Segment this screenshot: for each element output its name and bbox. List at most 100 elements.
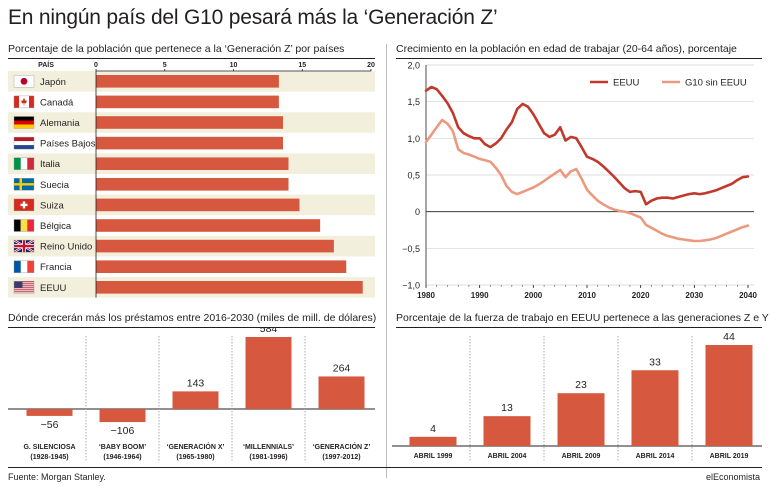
y-tick-label: 1,5 (407, 97, 420, 107)
bar-2 (557, 393, 605, 446)
bar-5 (96, 178, 289, 191)
category-label: ‘GENERACIÓN X’ (167, 442, 225, 451)
loans-chart-title: Dónde crecerán más los préstamos entre 2… (8, 312, 377, 324)
legend-label: EEUU (613, 78, 640, 89)
country-label: Japón (40, 77, 66, 88)
country-label: Países Bajos (40, 139, 96, 150)
period-label: (1928-1945) (30, 454, 68, 461)
italy-flag-icon (13, 157, 35, 170)
category-label: G. SILENCIOSA (23, 444, 75, 451)
bar-9 (96, 260, 347, 273)
bar-2 (96, 116, 283, 129)
y-tick-label: 0 (415, 207, 420, 217)
france-flag-icon (13, 260, 35, 273)
x-tick-label: 0 (94, 62, 98, 69)
bar-1 (96, 95, 279, 109)
country-label: EEUU (40, 283, 67, 294)
y-tick-label: 1,0 (407, 134, 420, 144)
loans-bar-chart: −56 G. SILENCIOSA (1928-1945) −106 ‘BABY BOO… (8, 328, 375, 462)
x-tick-label: 2020 (632, 291, 650, 300)
category-label: ABRIL 2009 (562, 453, 601, 460)
bar-7 (96, 219, 321, 232)
japan-flag-icon (13, 75, 35, 88)
sweden-flag-icon (13, 178, 35, 191)
usa-flag-icon (13, 281, 35, 294)
canada-flag-icon (13, 95, 35, 109)
growth-chart-title: Crecimiento en la población en edad de t… (396, 43, 737, 55)
category-label: ABRIL 1999 (414, 453, 453, 460)
bar-0 (96, 75, 279, 88)
switzerland-flag-icon (13, 198, 35, 212)
category-label: ABRIL 2019 (710, 453, 749, 460)
bar-value-label: 143 (187, 377, 205, 389)
category-label: ABRIL 2014 (636, 453, 675, 460)
category-label: ‘GENERACIÓN Z’ (313, 442, 371, 451)
bar-8 (96, 239, 334, 253)
bar-2 (172, 391, 219, 409)
bar-value-label: 23 (575, 379, 587, 391)
source-note: Fuente: Morgan Stanley. (8, 472, 106, 482)
country-label: Suecia (40, 180, 70, 191)
bar-1 (99, 409, 146, 423)
bar-4 (96, 157, 289, 170)
brand-logo: elEconomista (706, 472, 761, 482)
bar-3 (245, 337, 292, 409)
column-header: PAÍS (38, 60, 54, 69)
country-label: Francia (40, 262, 72, 273)
category-label: ‘BABY BOOM’ (99, 444, 146, 451)
bar-3 (631, 370, 679, 446)
page-title: En ningún país del G10 pesará más la ‘Ge… (8, 6, 498, 29)
category-label: ‘MILLENNIALS’ (243, 444, 294, 451)
bar-4 (705, 345, 753, 446)
country-label: Canadá (40, 97, 74, 108)
period-label: (1981-1996) (249, 454, 287, 461)
x-tick-label: 15 (298, 62, 306, 69)
x-tick-label: 2040 (739, 291, 757, 300)
country-label: Italia (40, 159, 61, 170)
x-tick-label: 10 (230, 62, 238, 69)
bar-0 (26, 409, 73, 416)
y-tick-label: −1,0 (402, 281, 420, 291)
period-label: (1946-1964) (103, 454, 141, 461)
country-label: Reino Unido (40, 242, 92, 253)
x-tick-label: 2010 (578, 291, 596, 300)
country-label: Suiza (40, 200, 64, 211)
bar-value-label: 264 (333, 362, 351, 374)
bar-value-label: −106 (111, 425, 135, 437)
bar-10 (96, 281, 363, 294)
bar-3 (96, 136, 283, 150)
period-label: (1965-1980) (176, 454, 214, 461)
bar-value-label: 4 (430, 423, 436, 435)
bar-value-label: 44 (723, 331, 735, 343)
period-label: (1997-2012) (322, 454, 360, 461)
y-tick-label: 2,0 (407, 61, 420, 71)
legend-label: G10 sin EEUU (685, 78, 747, 89)
bar-1 (483, 416, 531, 446)
bar-value-label: 33 (649, 356, 661, 368)
bar-value-label: 13 (501, 402, 513, 414)
bar-value-label: −56 (41, 419, 59, 431)
germany-flag-icon (13, 116, 35, 129)
x-tick-label: 1990 (471, 291, 489, 300)
country-label: Alemania (40, 118, 80, 129)
series-line-0 (424, 85, 750, 206)
y-tick-label: 0,5 (407, 171, 420, 181)
bar-value-label: 584 (260, 328, 278, 335)
netherlands-flag-icon (13, 136, 35, 150)
x-tick-label: 1980 (417, 291, 435, 300)
bar-0 (409, 436, 457, 446)
country-bar-chart: PAÍS 0 5 10 15 20 Japón Canadá Alemania Países Ba… (8, 60, 375, 298)
y-tick-label: −0,5 (402, 244, 420, 254)
x-tick-label: 2000 (524, 291, 542, 300)
belgium-flag-icon (13, 219, 35, 232)
uk-flag-icon (13, 239, 35, 254)
x-tick-label: 2030 (685, 291, 703, 300)
category-label: ABRIL 2004 (488, 453, 527, 460)
workforce-bar-chart: 4 ABRIL 1999 13 ABRIL 2004 23 ABRIL 2009 33 ABR… (392, 331, 762, 462)
series-line-1 (424, 118, 750, 243)
country-label: Bélgica (40, 221, 72, 232)
workforce-chart-title: Porcentaje de la fuerza de trabajo en EE… (396, 312, 769, 324)
bar-6 (96, 198, 300, 212)
bar-4 (318, 376, 365, 409)
